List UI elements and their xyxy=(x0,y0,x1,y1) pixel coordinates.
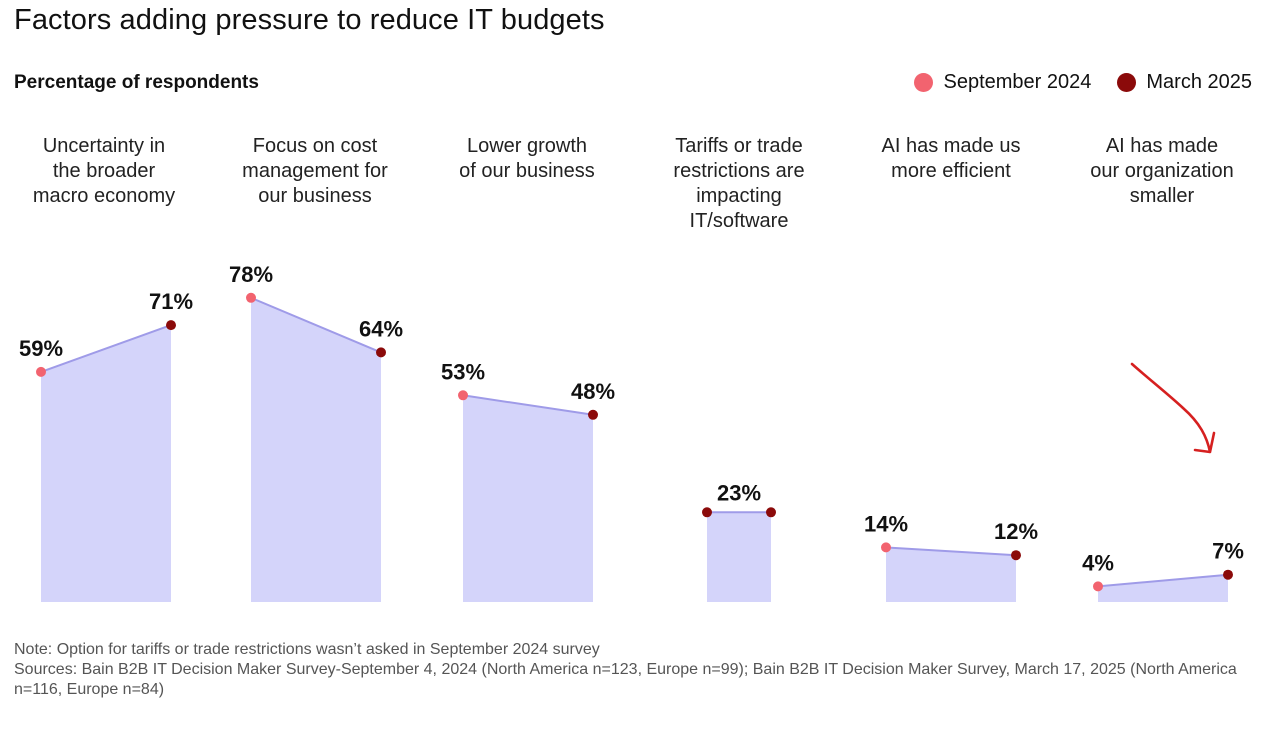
value-label-mar-2025-macro-uncertainty: 71% xyxy=(149,289,193,314)
value-label-mar-2025-ai-efficient: 12% xyxy=(994,519,1038,544)
area-tariffs xyxy=(707,512,771,602)
point-start-tariffs xyxy=(702,507,712,518)
area-lower-growth xyxy=(463,395,593,602)
area-ai-efficient xyxy=(886,547,1016,602)
legend-item-march-2025: March 2025 xyxy=(1117,71,1252,94)
footer-note: Note: Option for tariffs or trade restri… xyxy=(14,641,600,658)
legend-marker-september-2024 xyxy=(914,73,934,92)
point-mar-2025-macro-uncertainty xyxy=(166,320,176,331)
legend-label-march-2025: March 2025 xyxy=(1146,71,1252,93)
value-label-sep-2024-lower-growth: 53% xyxy=(441,359,485,384)
value-label-sep-2024-ai-efficient: 14% xyxy=(864,511,908,536)
point-mar-2025-ai-smaller xyxy=(1223,569,1233,580)
annotation-arrow xyxy=(1130,362,1216,454)
trend-line-ai-smaller xyxy=(1097,573,1229,588)
chart-footer: Note: Option for tariffs or trade restri… xyxy=(14,640,1259,700)
area-macro-uncertainty xyxy=(41,325,171,602)
trend-line-cost-management xyxy=(250,296,382,354)
value-label-sep-2024-ai-smaller: 4% xyxy=(1082,550,1114,575)
category-label-ai-efficient: AI has made us more efficient xyxy=(881,135,1021,182)
value-label-sep-2024-cost-management: 78% xyxy=(229,262,273,287)
trend-line-ai-efficient xyxy=(885,546,1017,557)
legend-label-september-2024: September 2024 xyxy=(943,71,1092,93)
value-label-mar-2025-tariffs: 23% xyxy=(717,480,761,505)
category-label-ai-smaller: AI has made our organization smaller xyxy=(1090,135,1234,207)
point-mar-2025-tariffs xyxy=(766,507,776,518)
point-sep-2024-ai-efficient xyxy=(881,542,891,553)
point-sep-2024-cost-management xyxy=(246,292,256,303)
value-label-sep-2024-macro-uncertainty: 59% xyxy=(19,336,63,361)
trend-line-macro-uncertainty xyxy=(40,324,172,373)
area-ai-smaller xyxy=(1098,574,1228,602)
category-label-tariffs: Tariffs or trade restrictions are impact… xyxy=(673,135,805,232)
point-mar-2025-lower-growth xyxy=(588,409,598,420)
chart-marks: 59% 71% 78% 64% 53% 48% 23% 14% 12% 4% 7% xyxy=(19,262,1244,602)
area-cost-management xyxy=(251,297,381,602)
point-sep-2024-ai-smaller xyxy=(1093,581,1103,592)
category-label-lower-growth: Lower growth of our business xyxy=(459,135,595,182)
value-label-mar-2025-ai-smaller: 7% xyxy=(1212,539,1244,564)
point-sep-2024-macro-uncertainty xyxy=(36,366,46,377)
trend-line-lower-growth xyxy=(462,394,594,416)
category-label-cost-management: Focus on cost management for our busines… xyxy=(242,135,388,207)
legend: September 2024 March 2025 xyxy=(914,71,1252,94)
point-mar-2025-cost-management xyxy=(376,347,386,358)
legend-marker-march-2025 xyxy=(1117,73,1137,92)
footer-sources: Sources: Bain B2B IT Decision Maker Surv… xyxy=(14,661,1237,698)
value-label-mar-2025-lower-growth: 48% xyxy=(571,379,615,404)
chart-title: Factors adding pressure to reduce IT bud… xyxy=(14,4,605,36)
value-label-mar-2025-cost-management: 64% xyxy=(359,316,403,341)
legend-item-september-2024: September 2024 xyxy=(914,71,1091,94)
chart-subtitle: Percentage of respondents xyxy=(14,72,259,93)
point-mar-2025-ai-efficient xyxy=(1011,550,1021,561)
point-sep-2024-lower-growth xyxy=(458,390,468,401)
category-label-macro-uncertainty: Uncertainty in the broader macro economy xyxy=(32,135,176,207)
